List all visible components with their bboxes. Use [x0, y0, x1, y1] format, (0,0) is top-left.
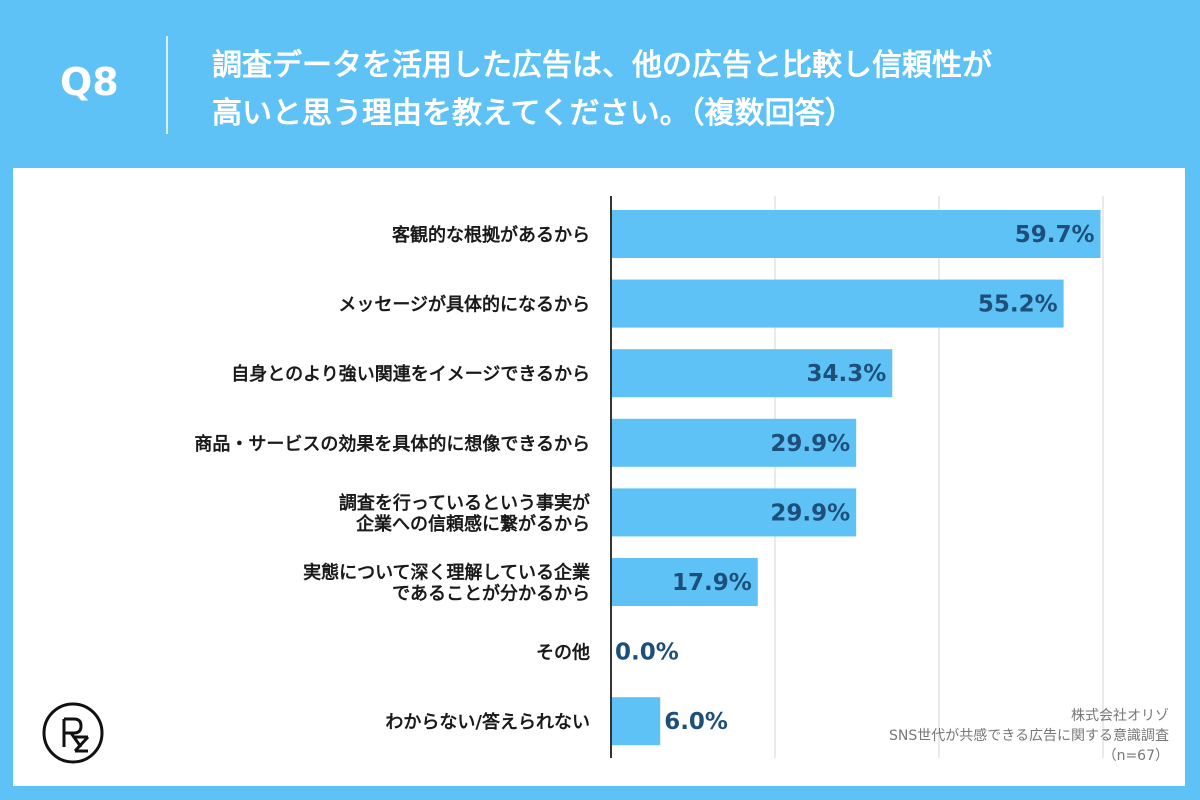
bar	[611, 488, 857, 537]
category-label: 自身とのより強い関連をイメージできるから	[231, 363, 590, 385]
value-label: 59.7%	[1015, 222, 1095, 248]
category-label: 客観的な根拠があるから	[392, 224, 590, 246]
source-note: 株式会社オリゾ SNS世代が共感できる広告に関する意識調査 （n=67）	[749, 706, 1169, 766]
question-line-2: 高いと思う理由を教えてください。（複数回答）	[212, 96, 855, 131]
bar	[611, 558, 758, 606]
bar	[611, 697, 661, 746]
category-label: 実態について深く理解している企業	[303, 562, 591, 584]
value-label: 0.0%	[615, 640, 679, 666]
category-label: 企業への信頼感に繋がるから	[355, 513, 590, 535]
value-label: 34.3%	[806, 361, 886, 387]
value-label: 17.9%	[672, 570, 752, 596]
category-label: 調査を行っているという事実が	[339, 492, 590, 514]
category-label: メッセージが具体的になるから	[338, 294, 590, 316]
question-line-1: 調査データを活用した広告は、他の広告と比較し信頼性が	[212, 48, 992, 83]
category-label: であることが分かるから	[392, 583, 590, 605]
bar-chart: 客観的な根拠があるから 59.7% メッセージが具体的になるから 55.2% 自身とのよ…	[194, 196, 1104, 758]
value-label: 55.2%	[978, 292, 1058, 318]
category-label: その他	[536, 642, 590, 664]
header: Q8 調査データを活用した広告は、他の広告と比較し信頼性が 高いと思う理由を教え…	[0, 0, 1200, 165]
bar	[611, 349, 893, 398]
orizo-logo-icon	[42, 702, 104, 764]
category-label: わからない/答えられない	[385, 711, 590, 733]
bar	[611, 279, 1064, 328]
source-sample: （n=67）	[1102, 748, 1169, 764]
question-text: 調査データを活用した広告は、他の広告と比較し信頼性が 高いと思う理由を教えてくだ…	[212, 42, 992, 138]
category-label: 商品・サービスの効果を具体的に想像できるから	[194, 433, 590, 455]
chart-panel: 客観的な根拠があるから 59.7% メッセージが具体的になるから 55.2% 自身とのよ…	[13, 168, 1185, 786]
value-label: 6.0%	[664, 709, 728, 735]
value-label: 29.9%	[770, 500, 850, 526]
source-company: 株式会社オリゾ	[1071, 708, 1169, 724]
bar	[611, 210, 1101, 258]
header-divider	[166, 36, 168, 134]
question-number: Q8	[60, 60, 119, 104]
source-survey: SNS世代が共感できる広告に関する意識調査	[889, 728, 1169, 744]
value-label: 29.9%	[770, 431, 850, 457]
bar	[611, 418, 857, 467]
